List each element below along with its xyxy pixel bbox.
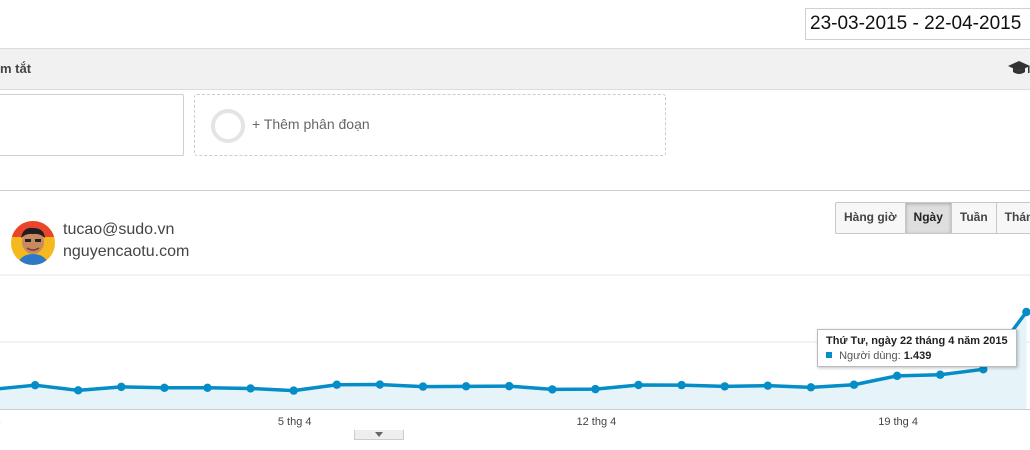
- chart-data-point[interactable]: [246, 384, 255, 393]
- add-segment-label: + Thêm phân đoạn: [252, 116, 370, 132]
- chart-data-point[interactable]: [160, 383, 169, 393]
- chart-data-point[interactable]: [936, 370, 945, 379]
- chart-data-point[interactable]: [332, 380, 341, 389]
- segment-ring-icon: [211, 109, 245, 143]
- tooltip-series-swatch: [826, 352, 832, 358]
- chart-data-point[interactable]: [979, 365, 988, 374]
- tooltip-metric-value: 1.439: [903, 350, 932, 362]
- granularity-month-button[interactable]: Tháng: [1004, 210, 1030, 224]
- account-email: tucao@sudo.vn: [63, 221, 175, 238]
- tooltip-metric-label: Người dùng:: [839, 350, 901, 362]
- chart-data-point[interactable]: [677, 380, 686, 390]
- chart-data-point[interactable]: [892, 371, 902, 381]
- chart-data-point[interactable]: [591, 384, 600, 394]
- chart-data-point[interactable]: [505, 381, 514, 391]
- chart-x-tick-label: 5 thg 4: [278, 416, 312, 428]
- date-range-text: 23-03-2015 - 22-04-2015: [810, 13, 1022, 34]
- chart-data-point[interactable]: [203, 383, 212, 393]
- chart-x-tick-label: g 3: [0, 416, 1, 428]
- chart-x-tick-label: 19 thg 4: [878, 416, 918, 428]
- chart-tooltip: Thứ Tư, ngày 22 tháng 4 năm 2015 Người d…: [817, 329, 1017, 367]
- chart-data-point[interactable]: [806, 383, 816, 392]
- account-site: nguyencaotu.com: [63, 243, 190, 260]
- granularity-day-button[interactable]: Ngày: [905, 203, 952, 233]
- graduation-cap-icon[interactable]: [1007, 58, 1030, 78]
- chart-data-point[interactable]: [720, 382, 729, 391]
- granularity-week-button[interactable]: Tuần: [952, 203, 997, 233]
- chart-data-point[interactable]: [548, 385, 557, 394]
- summary-tab-label[interactable]: m tắt: [0, 61, 32, 76]
- chart-data-point[interactable]: [418, 382, 428, 391]
- users-line-chart: g 3 5 thg 4 12 thg 4 19 thg 4: [0, 274, 1030, 428]
- avatar: [11, 221, 55, 265]
- tooltip-date: Thứ Tư, ngày 22 tháng 4 năm 2015: [826, 335, 1008, 347]
- add-segment-button[interactable]: + Thêm phân đoạn: [194, 94, 666, 156]
- chart-data-point[interactable]: [74, 386, 83, 395]
- chart-data-point[interactable]: [1022, 307, 1030, 317]
- chart-data-point[interactable]: [375, 380, 385, 389]
- chart-data-point[interactable]: [289, 386, 298, 395]
- chart-data-point[interactable]: [849, 380, 859, 389]
- chart-data-point[interactable]: [117, 382, 126, 392]
- date-range-picker[interactable]: 23-03-2015 - 22-04-2015: [805, 8, 1030, 40]
- chart-area-fill: [0, 312, 1027, 409]
- section-divider: [0, 190, 1030, 191]
- summary-bar: m tắt: [0, 49, 1030, 90]
- chart-data-point[interactable]: [461, 382, 471, 391]
- chart-x-tick-label: 12 thg 4: [577, 416, 617, 428]
- top-bar: 23-03-2015 - 22-04-2015: [0, 0, 1030, 49]
- granularity-hourly-button[interactable]: Hàng giờ: [836, 203, 906, 233]
- chart-expand-handle[interactable]: [354, 430, 404, 440]
- chart-data-point[interactable]: [30, 380, 40, 390]
- chart-data-point[interactable]: [634, 380, 643, 390]
- chart-data-point[interactable]: [763, 381, 772, 390]
- segment-all-users[interactable]: [0, 94, 184, 156]
- granularity-toggle: Hàng giờ Ngày Tuần Tháng: [835, 202, 1030, 234]
